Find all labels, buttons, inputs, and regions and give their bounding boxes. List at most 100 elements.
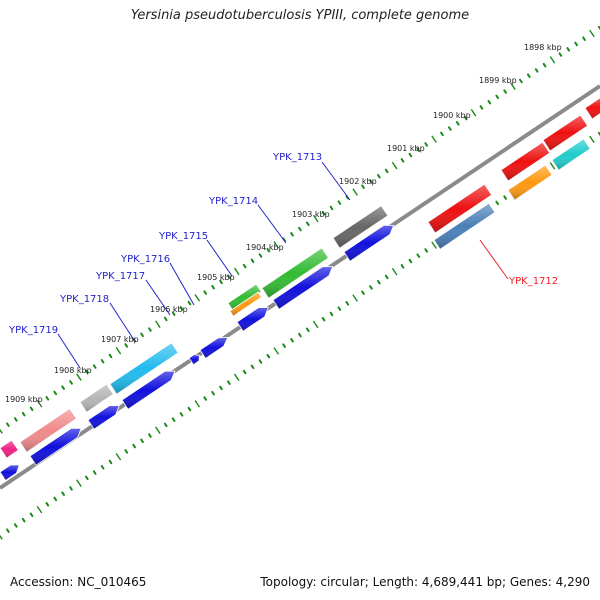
ruler-outer-tick [448,126,452,131]
ruler-outer-tick [431,135,437,143]
genome-summary-text: Topology: circular; Length: 4,689,441 bp… [260,575,590,589]
ruler-outer-tick [21,411,26,417]
gene-label-ypk-1717[interactable]: YPK_1717 [95,271,145,282]
ruler-inner-tick [0,534,3,540]
gene-label-ypk-1716[interactable]: YPK_1716 [120,254,170,265]
ruler-outer-tick [61,385,65,390]
ruler-outer-tick [92,364,97,369]
ruler-outer-tick [258,253,263,258]
gene-label-ypk-1713[interactable]: YPK_1713 [272,152,322,163]
ruler-outer-tick [45,396,50,401]
ruler-outer-tick [211,284,215,290]
ruler-inner-tick [391,267,398,276]
ruler-inner-tick [155,426,161,434]
ruler-inner-tick [352,294,358,302]
gene-label-ypk-1719[interactable]: YPK_1719 [8,325,58,336]
ruler-inner-tick [219,385,223,391]
gene-label-ypk-1718[interactable]: YPK_1718 [59,294,109,305]
gene-label-ypk-1715[interactable]: YPK_1715 [158,231,208,242]
ruler-inner-tick [194,400,201,408]
ruler-inner-tick [179,412,184,417]
ruler-inner-tick [84,475,89,481]
gene-labels: YPK_1712 YPK_1713 YPK_1714 YPK_1715 YPK_… [8,152,558,336]
ruler-outer-tick [29,406,34,412]
ruler-inner-tick [171,417,176,422]
ruler-outer-tick [487,99,492,105]
ruler-outer-tick [108,353,113,359]
feature-pink[interactable] [0,439,19,459]
arrow-inner-4[interactable] [199,337,229,359]
map-title: Yersinia pseudotuberculosis YPIII, compl… [130,8,470,23]
leader-line-ypk-1712 [479,239,509,280]
ruler-outer-tick [76,373,82,381]
ruler-outer-tick [495,94,500,100]
ruler-outer-tick [36,399,43,408]
ruler-outer-tick [408,152,413,158]
ruler-inner-tick [250,364,255,370]
kbp-label-1901: 1901 kbp [387,144,425,153]
arrow-inner-3[interactable] [236,307,269,332]
ruler-inner-tick [329,311,334,317]
ruler-outer-tick [140,332,144,338]
ruler-outer-tick [290,232,294,237]
ruler-inner-tick [92,470,97,475]
ruler-outer-tick [203,290,208,295]
ruler-inner-tick [321,316,326,322]
ruler-inner-tick [298,332,302,338]
ruler-inner-tick [163,422,168,428]
ruler-outer-tick [470,109,477,117]
ruler-inner-tick [242,369,247,375]
ruler-inner-tick [76,479,82,487]
arrow-inner-7[interactable] [87,405,120,430]
ruler-inner-tick [424,248,429,253]
kbp-label-1902: 1902 kbp [339,177,377,186]
ruler-inner-tick [45,502,50,507]
ruler-outer-tick [305,221,310,227]
kbp-label-1898: 1898 kbp [524,43,562,52]
ruler-inner-tick [187,406,192,412]
ruler-outer-tick [171,311,176,316]
ruler-inner-tick [312,320,319,329]
ruler-inner-tick [305,327,310,333]
leader-line-ypk-1715 [206,239,233,277]
ruler-outer-tick [187,300,192,306]
ruler-inner-tick [61,491,65,496]
ruler-outer-tick [194,294,201,302]
feature-red-4[interactable] [584,97,600,120]
ruler-outer-tick [321,210,326,216]
arrow-inner-5[interactable] [188,353,200,366]
kbp-label-1906: 1906 kbp [150,305,188,314]
ruler-inner-tick [233,373,240,382]
gene-label-ypk-1712[interactable]: YPK_1712 [508,276,558,287]
ruler-outer-tick [337,200,342,205]
ruler-outer-tick [424,142,429,147]
kbp-label-1904: 1904 kbp [246,243,284,252]
ruler-outer-tick [233,267,240,276]
ruler-outer-tick [526,73,531,78]
gene-label-ypk-1714[interactable]: YPK_1714 [208,196,258,207]
kbp-label-1907: 1907 kbp [101,335,139,344]
ruler-outer-tick [503,89,507,94]
ruler-inner-tick [361,290,365,296]
ruler-inner-tick [282,343,286,348]
ruler-inner-tick [408,258,413,264]
ruler-outer-tick [0,428,3,434]
leader-line-ypk-1719 [57,333,81,369]
ruler-outer-tick [84,369,89,375]
ruler-outer-tick [391,161,398,170]
ruler-outer-tick [566,47,571,52]
kbp-label-1900: 1900 kbp [433,111,471,120]
ruler-inner-tick [148,433,152,438]
ruler-outer-tick [384,168,389,174]
ruler-inner-tick [36,505,43,514]
ruler-outer-tick [369,179,373,184]
leader-line-ypk-1718 [109,302,135,341]
ruler-inner-tick [124,449,129,454]
ruler-outer-tick [558,52,563,57]
ruler-inner-tick [211,390,215,396]
ruler-outer-tick [179,306,184,311]
gene-label-leaders [57,161,509,369]
ruler-inner-tick [115,452,122,461]
ruler-outer-tick [13,417,18,422]
